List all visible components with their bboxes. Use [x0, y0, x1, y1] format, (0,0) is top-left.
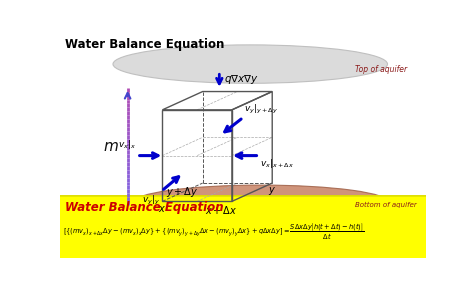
Ellipse shape [113, 45, 388, 83]
Text: $v_x|_{x+\Delta x}$: $v_x|_{x+\Delta x}$ [261, 157, 294, 171]
FancyBboxPatch shape [57, 196, 429, 261]
Text: $v_y|_{y+\Delta y}$: $v_y|_{y+\Delta y}$ [245, 103, 278, 116]
Text: $m$: $m$ [103, 139, 118, 154]
Text: Water Balance Equation: Water Balance Equation [65, 39, 225, 51]
Text: $\left[\left\{(mv_x)_{x+\Delta x}\Delta y-(mv_x)_x\Delta y\right\}+\left\{(mv_y): $\left[\left\{(mv_x)_{x+\Delta x}\Delta … [63, 222, 365, 242]
Text: Top of aquifer: Top of aquifer [355, 65, 407, 74]
Text: $x+\Delta x$: $x+\Delta x$ [205, 204, 238, 216]
Text: $y+\Delta y$: $y+\Delta y$ [166, 185, 199, 199]
Ellipse shape [133, 185, 389, 220]
Text: $q\nabla x\nabla y$: $q\nabla x\nabla y$ [224, 73, 258, 86]
Text: Bottom of aquifer: Bottom of aquifer [355, 202, 416, 208]
Text: $v_x|_x$: $v_x|_x$ [118, 138, 136, 151]
Text: $x$: $x$ [158, 204, 166, 214]
Text: $y$: $y$ [268, 185, 276, 197]
Text: $v_y|_y$: $v_y|_y$ [143, 194, 161, 207]
Text: Water Balance Equation: Water Balance Equation [65, 201, 224, 214]
